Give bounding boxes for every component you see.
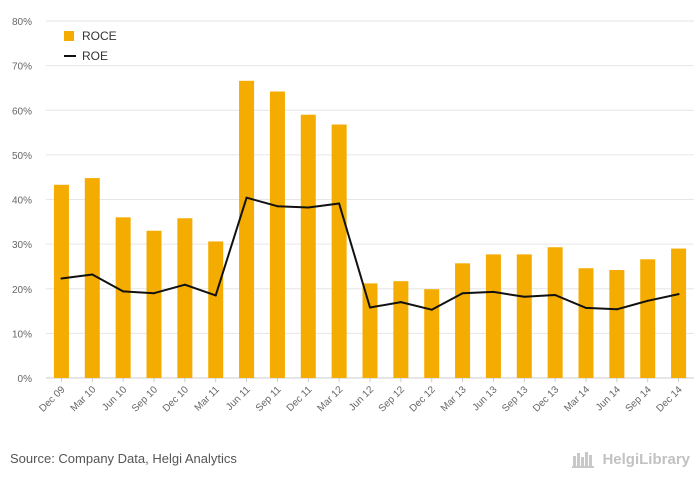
bar-roce [547, 247, 563, 378]
point-roe [399, 301, 402, 304]
point-roe [461, 292, 464, 295]
x-tick-label: Sep 10 [130, 384, 160, 414]
point-roe [91, 273, 94, 276]
y-tick-label: 80% [12, 17, 32, 28]
brand-name: HelgiLibrary [602, 450, 690, 468]
x-tick-label: Dec 11 [285, 384, 315, 414]
x-tick-label: Mar 12 [315, 384, 345, 414]
point-roe [369, 306, 371, 309]
x-tick-label: Jun 13 [471, 384, 500, 413]
point-roe [276, 205, 279, 208]
bar-roce [424, 289, 440, 378]
x-tick-label: Sep 12 [377, 384, 407, 414]
x-tick-label: Sep 11 [254, 384, 284, 414]
x-tick-label: Jun 12 [347, 384, 376, 413]
bar-roce [269, 91, 285, 378]
bar-roce [115, 217, 131, 378]
x-tick-label: Jun 11 [224, 384, 253, 413]
y-tick-label: 60% [12, 106, 32, 117]
point-roe [677, 293, 680, 296]
bar-roce [609, 270, 625, 378]
chart: 0%10%20%30%40%50%60%70%80%Dec 09 Mar 10 Ju… [12, 17, 694, 415]
legend-swatch-roce [64, 31, 74, 41]
bar-roce [455, 263, 471, 378]
point-roe [338, 202, 341, 205]
point-roe [122, 290, 125, 293]
legend-item-roe[interactable]: ROE [64, 46, 117, 66]
point-roe [214, 294, 217, 297]
bar-roce [300, 114, 316, 379]
x-tick-label: Sep 13 [500, 384, 530, 414]
x-tick-label: Mar 14 [562, 384, 592, 414]
bar-roce [53, 184, 69, 378]
y-tick-label: 30% [12, 240, 32, 251]
x-tick-label: Dec 12 [408, 384, 438, 414]
y-tick-label: 20% [12, 285, 32, 296]
point-roe [585, 306, 587, 309]
x-tick-label: Mar 11 [193, 384, 223, 414]
bar-roce [362, 283, 378, 378]
x-tick-label: Dec 10 [161, 384, 191, 414]
y-tick-label: 40% [12, 196, 32, 207]
bar-roce [84, 178, 100, 378]
bar-roce [331, 124, 347, 378]
x-tick-label: Dec 13 [531, 384, 561, 414]
x-tick-label: Dec 09 [37, 384, 67, 414]
bar-roce [578, 268, 594, 378]
x-tick-label: Jun 10 [100, 384, 129, 413]
point-roe [492, 290, 495, 293]
y-tick-label: 50% [12, 151, 32, 162]
legend: ROCE ROE [64, 26, 117, 66]
point-roe [554, 293, 557, 296]
bar-roce [177, 218, 193, 378]
legend-item-roce[interactable]: ROCE [64, 26, 117, 46]
y-tick-label: 10% [12, 329, 32, 340]
x-tick-label: Jun 14 [594, 384, 623, 413]
legend-swatch-roe [64, 55, 76, 57]
bar-roce [671, 248, 687, 378]
point-roe [60, 277, 63, 280]
bar-roce [239, 80, 255, 379]
point-roe [153, 292, 155, 295]
legend-label-roce: ROCE [82, 29, 117, 43]
y-tick-label: 70% [12, 62, 32, 73]
library-icon [572, 452, 595, 468]
point-roe [523, 295, 526, 298]
point-roe [245, 196, 248, 199]
footer: Source: Company Data, Helgi Analytics He… [0, 442, 700, 483]
point-roe [307, 206, 310, 209]
bar-roce [393, 281, 409, 378]
x-tick-label: Dec 14 [655, 384, 685, 414]
bar-roce [485, 254, 501, 378]
brand-logo[interactable]: HelgiLibrary [572, 450, 690, 468]
y-tick-label: 0% [18, 374, 33, 385]
x-tick-label: Sep 14 [624, 384, 654, 414]
point-roe [430, 308, 433, 311]
bar-roce [516, 254, 532, 378]
bar-roce [146, 230, 162, 378]
point-roe [615, 308, 618, 311]
legend-label-roe: ROE [82, 49, 109, 63]
bar-roce [208, 241, 224, 378]
chart-area: 0% 10% 20% 30% 40% 50% 60% 70% 80% Dec 09 Mar 10 Ju… [12, 17, 694, 415]
bar-roce [640, 259, 656, 378]
x-tick-label: Mar 10 [69, 384, 99, 414]
source-note: Source: Company Data, Helgi Analytics [10, 451, 237, 466]
point-roe [646, 299, 649, 302]
point-roe [183, 283, 186, 286]
x-tick-label: Mar 13 [439, 384, 469, 414]
